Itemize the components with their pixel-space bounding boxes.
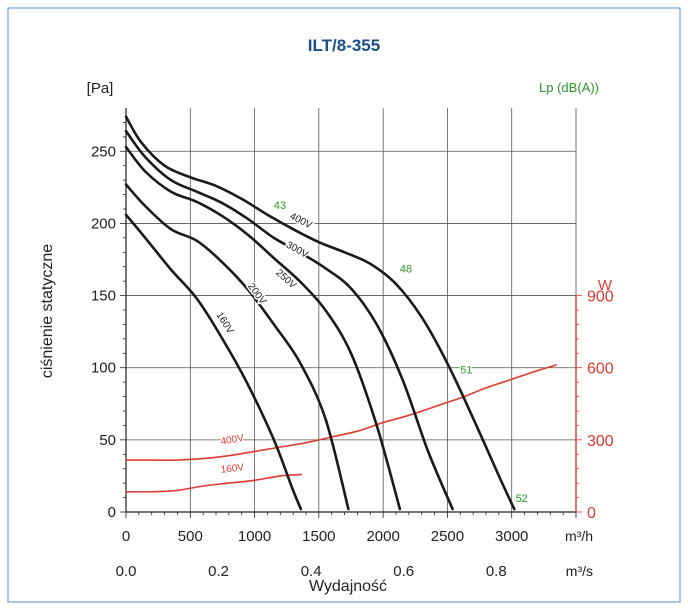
fan-curve-250v — [124, 145, 402, 511]
x-axis-title: Wydajność — [309, 578, 387, 595]
power-unit-label: W — [598, 277, 613, 294]
x-tick-label: 1500 — [302, 528, 335, 545]
noise-label: 48 — [400, 263, 412, 275]
power-curves — [125, 364, 557, 493]
power-curve-label: 160V — [220, 462, 245, 476]
x2-tick-label: 0.6 — [393, 563, 414, 580]
x2-tick-label: 0.4 — [301, 563, 322, 580]
x-tick-label: 2000 — [366, 528, 399, 545]
power-tick-labels: 0 300 600 900 — [587, 289, 614, 522]
fan-curve-400v — [124, 115, 516, 511]
y-tick-labels: 0 50 100 150 200 250 — [91, 143, 116, 521]
power-tick-label: 600 — [587, 361, 614, 378]
power-curve-400v — [125, 364, 557, 461]
y-tick-label: 150 — [91, 288, 116, 305]
y-tick-label: 200 — [91, 215, 116, 232]
power-tick-label: 0 — [587, 505, 596, 522]
y-tick-label: 250 — [91, 143, 116, 160]
chart-title: ILT/8-355 — [308, 36, 380, 55]
fan-curve-300v — [124, 129, 454, 511]
noise-label: 52 — [516, 493, 528, 505]
x-tick-label: 2500 — [431, 528, 464, 545]
noise-unit-label: Lp (dB(A)) — [539, 80, 599, 95]
x-tick-label: 0 — [122, 528, 130, 545]
x2-tick-label: 0.8 — [486, 563, 507, 580]
x-tick-label: 500 — [178, 528, 203, 545]
x-tick-label: 3000 — [495, 528, 528, 545]
fan-curve-200v — [124, 183, 350, 511]
power-curve-160v — [125, 473, 303, 493]
x-tick-labels: 0 500 1000 1500 2000 2500 3000 — [122, 528, 529, 545]
x2-tick-label: 0.0 — [116, 563, 137, 580]
power-tick-label: 300 — [587, 433, 614, 450]
noise-labels: 43 48 51 52 — [273, 199, 529, 506]
axis-minor-ticks — [120, 122, 582, 518]
y-tick-label: 100 — [91, 360, 116, 377]
y-axis-title: ciśnienie statyczne — [39, 244, 56, 378]
y-unit-label: [Pa] — [87, 80, 114, 97]
fan-curves — [124, 115, 516, 511]
noise-label: 51 — [460, 364, 472, 376]
y-tick-label: 50 — [99, 432, 116, 449]
noise-label: 43 — [274, 200, 286, 212]
x-tick-label: 1000 — [238, 528, 271, 545]
y-tick-label: 0 — [108, 504, 116, 521]
x2-tick-labels: 0.0 0.2 0.4 0.6 0.8 — [116, 563, 507, 580]
x-unit-secondary: m³/s — [566, 563, 593, 579]
power-tick-label: 900 — [587, 289, 614, 306]
x-unit-primary: m³/h — [565, 528, 593, 544]
x2-tick-label: 0.2 — [208, 563, 229, 580]
frame-border — [7, 7, 681, 603]
fan-curve-160v — [124, 213, 303, 511]
